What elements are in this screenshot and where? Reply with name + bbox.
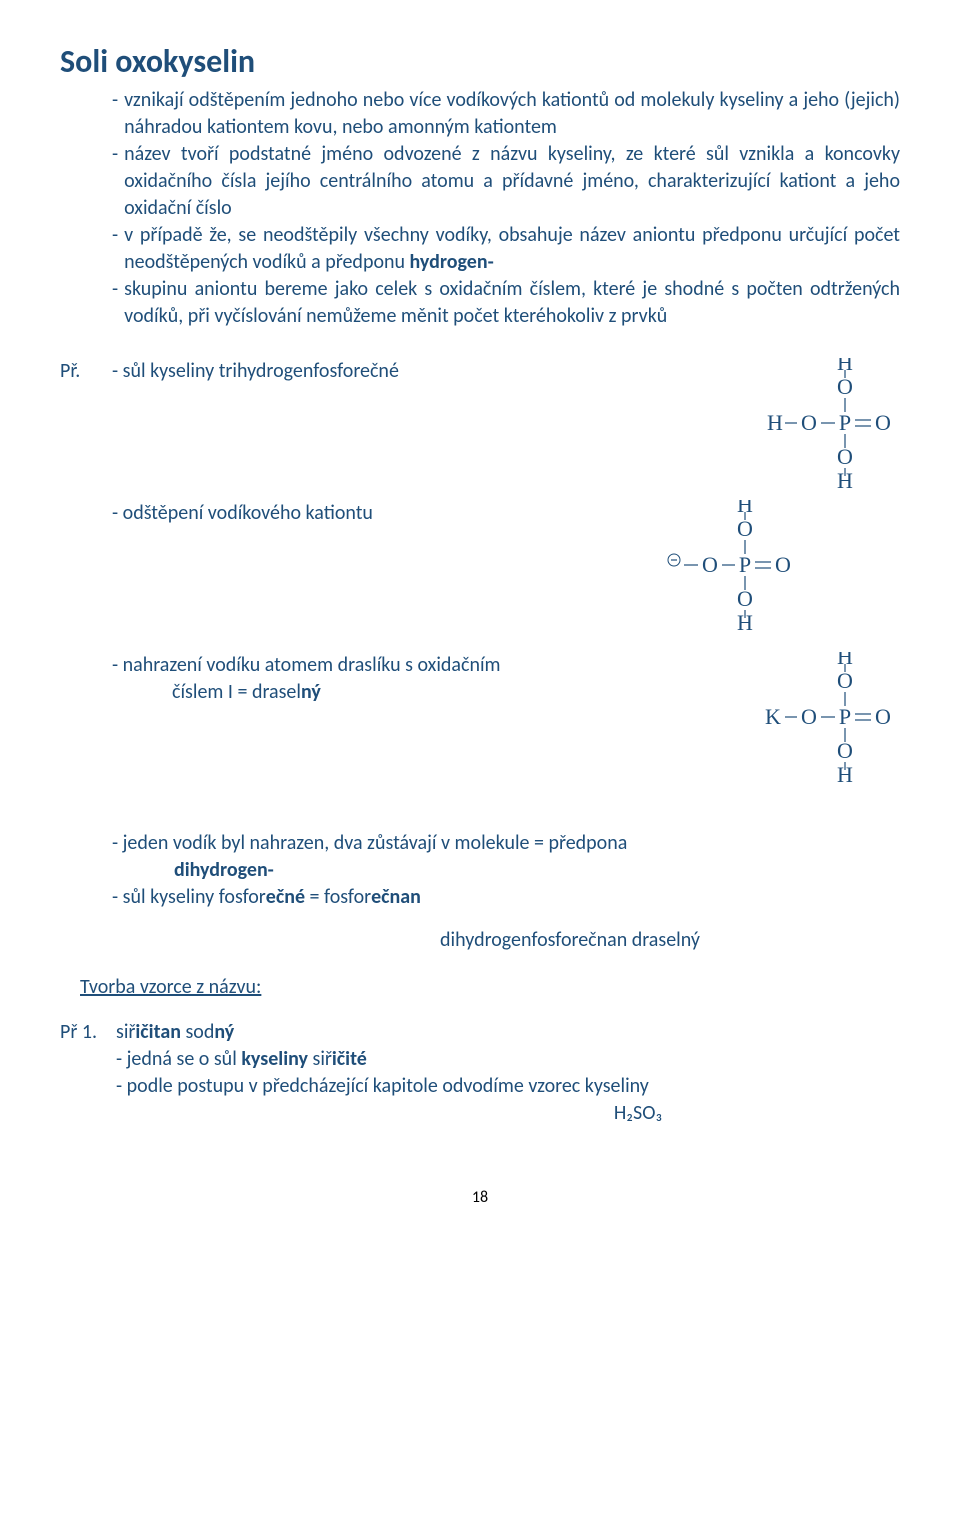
svg-text:O: O	[702, 552, 718, 577]
example-label: Př.	[60, 358, 112, 385]
svg-text:P: P	[739, 552, 751, 577]
step-row: - odštěpení vodíkového kationtu P O H O …	[60, 500, 900, 638]
structure-h2po4-anion: P O H O H O O	[650, 500, 800, 630]
structure-h3po4: P O H O H H O O	[745, 358, 900, 488]
pr1-line3: - podle postupu v předcházející kapitole…	[116, 1073, 900, 1100]
svg-text:O: O	[837, 444, 853, 469]
bullet-item: - název tvoří podstatné jméno odvozené z…	[60, 141, 900, 222]
bullet-item: - vznikají odštěpením jednoho nebo více …	[60, 87, 900, 141]
svg-text:P: P	[839, 410, 851, 435]
svg-text:H: H	[837, 468, 853, 488]
step-5: - sůl kyseliny fosforečné = fosforečnan	[60, 884, 900, 911]
svg-text:O: O	[875, 704, 891, 729]
svg-text:O: O	[801, 704, 817, 729]
step-3-text-a: - nahrazení vodíku atomem draslíku s oxi…	[112, 652, 733, 679]
main-bullet-list: - vznikají odštěpením jednoho nebo více …	[60, 87, 900, 330]
svg-text:O: O	[837, 738, 853, 763]
bullet-item: - v případě že, se neodštěpily všechny v…	[60, 222, 900, 276]
pr1-line1: siřičitan sodný	[116, 1019, 900, 1046]
svg-text:H: H	[737, 610, 753, 630]
svg-text:H: H	[767, 410, 783, 435]
svg-text:H: H	[837, 762, 853, 782]
result-compound-name: dihydrogenfosforečnan draselný	[240, 927, 900, 954]
svg-text:O: O	[801, 410, 817, 435]
step-3-bold: ný	[301, 680, 321, 704]
step-4: - jeden vodík byl nahrazen, dva zůstávaj…	[60, 830, 900, 884]
pr1-line2: - jedná se o sůl kyseliny siřičité	[116, 1046, 900, 1073]
svg-text:O: O	[775, 552, 791, 577]
example-1-text: - sůl kyseliny trihydrogenfosforečné	[112, 358, 733, 385]
svg-text:H: H	[737, 500, 753, 517]
svg-text:H: H	[837, 652, 853, 669]
step-2-text: - odštěpení vodíkového kationtu	[60, 500, 638, 527]
svg-text:H: H	[837, 358, 853, 375]
svg-text:K: K	[765, 704, 781, 729]
dihydrogen-prefix: dihydrogen-	[112, 857, 900, 884]
page-title: Soli oxokyselin	[60, 40, 900, 83]
page-number: 18	[60, 1187, 900, 1209]
pr1-label: Př 1.	[60, 1019, 116, 1127]
svg-text:P: P	[839, 704, 851, 729]
hydrogen-prefix: hydrogen-	[410, 250, 494, 274]
svg-text:O: O	[875, 410, 891, 435]
example-row: Př. - sůl kyseliny trihydrogenfosforečné…	[60, 358, 900, 496]
step-3-text-b: číslem I = drasel	[172, 680, 301, 704]
svg-text:O: O	[737, 586, 753, 611]
structure-kh2po4: P O H O H K O O	[745, 652, 900, 782]
section-heading-tvorba: Tvorba vzorce z názvu:	[60, 974, 900, 1001]
bullet-item: - skupinu aniontu bereme jako celek s ox…	[60, 276, 900, 330]
pr1-formula: H₂SO₃	[116, 1100, 900, 1127]
example-pr1: Př 1. siřičitan sodný - jedná se o sůl k…	[60, 1019, 900, 1127]
step-row: - nahrazení vodíku atomem draslíku s oxi…	[60, 652, 900, 790]
